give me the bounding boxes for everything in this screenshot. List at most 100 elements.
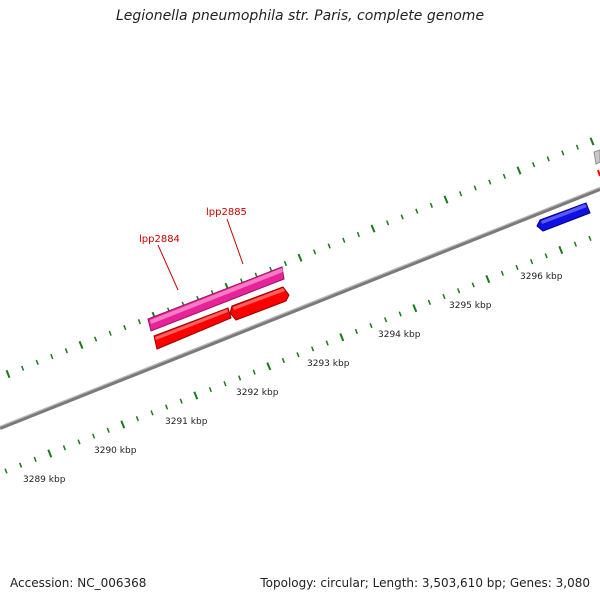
outer-tick: [50, 353, 54, 360]
label-line-lpp2884: [157, 244, 179, 291]
inner-tick: [339, 333, 345, 342]
genome-backbone-highlight: [0, 187, 600, 427]
outer-tick: [502, 173, 506, 179]
outer-tick: [123, 324, 127, 331]
inner-tick: [354, 328, 359, 335]
inner-tick: [311, 346, 315, 352]
inner-tick: [223, 381, 227, 387]
inner-tick: [77, 439, 81, 445]
outer-tick: [386, 220, 390, 226]
inner-tick: [500, 270, 504, 276]
inner-tick: [266, 362, 272, 371]
inner-tick: [296, 352, 300, 358]
gene-grey[interactable]: [593, 149, 600, 165]
outer-tick: [516, 166, 522, 175]
outer-tick: [458, 191, 463, 197]
scale-label: 3293 kbp: [307, 359, 350, 369]
scale-label: 3291 kbp: [165, 417, 208, 427]
outer-tick: [64, 348, 69, 354]
outer-tick: [473, 185, 477, 191]
scale-label: 3296 kbp: [520, 272, 563, 282]
inner-tick: [588, 235, 592, 241]
outer-tick: [313, 249, 317, 255]
inner-tick: [544, 253, 548, 259]
inner-tick-track: [4, 235, 592, 474]
inner-tick: [237, 375, 242, 381]
page-title: Legionella pneumophila str. Paris, compl…: [115, 8, 485, 24]
inner-tick: [106, 427, 110, 433]
inner-tick: [573, 241, 577, 247]
inner-tick: [398, 311, 402, 317]
inner-tick: [164, 404, 169, 410]
accession-label: Accession: NC_006368: [10, 576, 147, 590]
inner-tick: [120, 420, 126, 429]
scale-label: 3292 kbp: [236, 388, 279, 398]
inner-tick: [4, 468, 8, 474]
inner-tick: [62, 445, 67, 451]
outer-tick: [575, 144, 579, 150]
outer-tick: [21, 365, 25, 371]
inner-tick: [33, 456, 37, 462]
inner-tick: [442, 293, 446, 300]
genome-summary: Topology: circular; Length: 3,503,610 bp…: [260, 576, 590, 590]
outer-tick: [297, 253, 303, 262]
outer-tick: [429, 202, 434, 208]
outer-tick: [108, 330, 112, 336]
outer-tick: [78, 340, 84, 349]
inner-tick: [252, 369, 256, 375]
inner-tick: [150, 410, 154, 416]
outer-tick: [327, 243, 331, 249]
outer-tick: [370, 224, 376, 233]
gene-red-1-highlight: [155, 309, 228, 340]
gene-lpp2885[interactable]: [150, 268, 283, 324]
outer-tick: [531, 162, 536, 168]
inner-tick: [208, 387, 212, 393]
outer-tick: [283, 260, 287, 267]
outer-tick: [356, 231, 361, 238]
inner-tick: [19, 462, 23, 468]
inner-tick: [456, 288, 461, 294]
outer-tick: [488, 179, 492, 185]
outer-tick: [94, 336, 98, 342]
inner-tick: [281, 357, 285, 364]
genome-backbone: [0, 187, 600, 430]
scale-label: 3289 kbp: [23, 475, 66, 485]
outer-tick: [35, 359, 39, 365]
gene-label-lpp2884[interactable]: lpp2884: [139, 234, 180, 245]
gene-label-lpp2885[interactable]: lpp2885: [206, 207, 247, 218]
outer-tick: [400, 214, 404, 220]
gene-red-2[interactable]: [229, 286, 290, 321]
outer-tick: [342, 237, 346, 243]
scale-label: 3295 kbp: [449, 301, 492, 311]
inner-tick: [471, 282, 475, 288]
inner-tick: [384, 317, 388, 323]
inner-tick: [193, 391, 199, 400]
inner-tick: [369, 323, 373, 329]
outer-tick: [5, 369, 11, 379]
scale-label: 3294 kbp: [378, 330, 421, 340]
scale-labels: 3289 kbp 3290 kbp 3291 kbp 3292 kbp 3293 kbp…: [23, 272, 563, 485]
outer-tick-track: [5, 137, 595, 379]
outer-tick: [443, 195, 449, 204]
inner-tick: [412, 304, 418, 313]
label-line-lpp2885: [226, 218, 244, 265]
gene-blue-highlight: [541, 204, 587, 224]
inner-tick: [529, 259, 534, 265]
outer-tick: [589, 137, 595, 146]
inner-tick: [558, 245, 564, 255]
inner-tick: [515, 264, 519, 271]
gene-red-2-highlight: [233, 288, 285, 310]
inner-tick: [485, 275, 491, 284]
inner-tick: [135, 416, 140, 422]
scale-label: 3290 kbp: [94, 446, 137, 456]
inner-tick: [92, 433, 96, 439]
outer-tick: [561, 150, 565, 156]
inner-tick: [179, 398, 183, 404]
outer-tick: [546, 156, 550, 162]
inner-tick: [427, 299, 432, 305]
outer-tick: [415, 208, 419, 214]
inner-tick: [47, 449, 53, 458]
outer-tick: [137, 319, 142, 325]
inner-tick: [325, 340, 329, 346]
